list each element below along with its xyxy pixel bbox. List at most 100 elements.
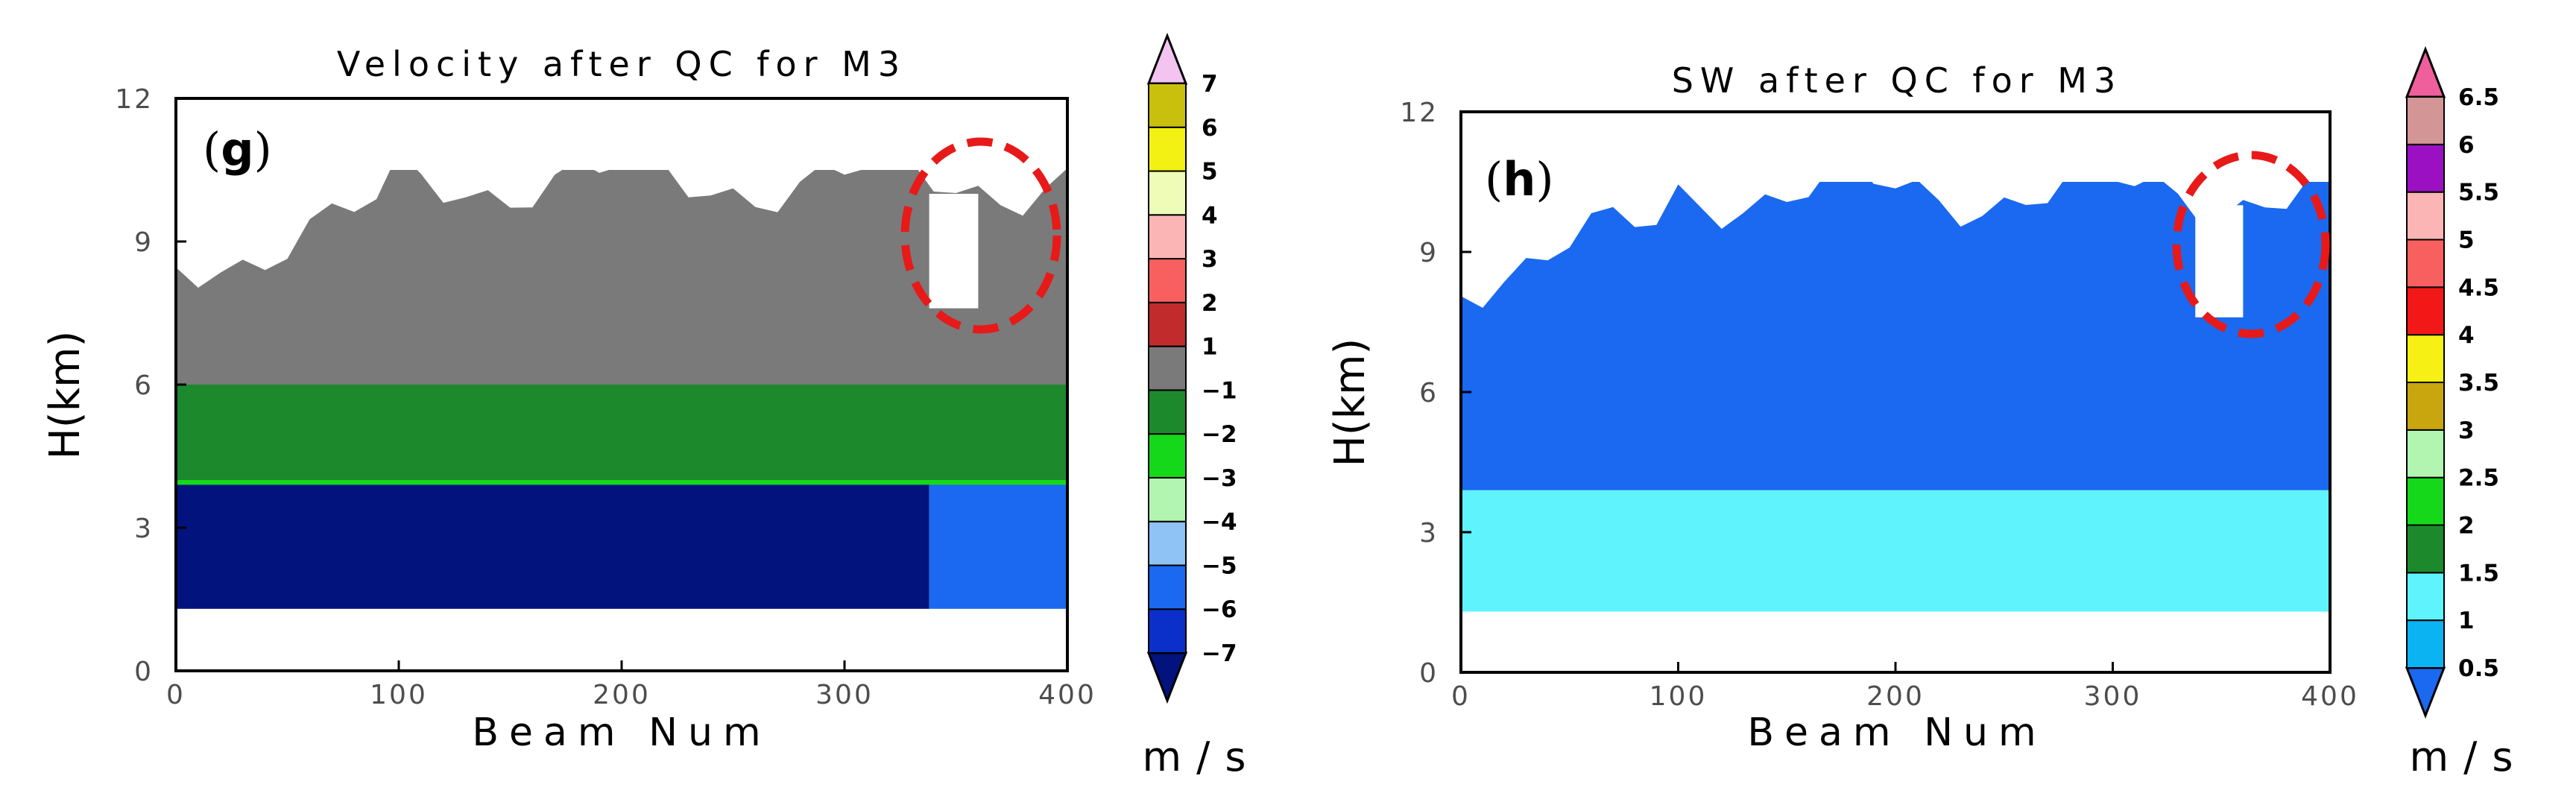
layer-mid-level <box>176 375 1067 480</box>
colorbar-tick-label: −6 <box>1202 596 1237 623</box>
colorbar-swatch <box>1148 476 1187 523</box>
colorbar-swatch <box>2406 476 2445 526</box>
colorbar-swatch <box>1148 433 1187 479</box>
colorbar-tick-label: −3 <box>1202 465 1237 492</box>
colorbar-tick-label: 1 <box>2458 607 2475 634</box>
colorbar-swatch <box>2406 239 2445 288</box>
colorbar-tick-label: 1 <box>1202 334 1218 361</box>
colorbar-tick-label: 7 <box>1202 71 1218 98</box>
colorbar-tick-label: 3.5 <box>2458 370 2499 397</box>
colorbar-swatch <box>2406 619 2445 669</box>
sw-colorbar: 0.5 1 1.5 2 2.5 3 3.5 4 4.5 5 5.5 6 6.5 <box>2405 45 2499 719</box>
sw-title: SW after QC for M3 <box>1672 60 2123 101</box>
layer-low-level-region <box>929 480 1067 609</box>
sw-y-axis-label: H(km) <box>1326 338 1374 467</box>
colorbar-tick-label: 1.5 <box>2458 560 2499 587</box>
y-tick-label: 0 <box>1419 658 1439 689</box>
colorbar-swatch <box>1148 345 1187 391</box>
colorbar-tick-label: 2.5 <box>2458 465 2499 492</box>
colorbar-swatch <box>1148 520 1187 566</box>
velocity-panel: Velocity after QC for M3 (g) 0 100 200 300 4… <box>41 32 1261 780</box>
colorbar-swatch <box>2406 334 2445 383</box>
colorbar-swatch <box>2406 382 2445 431</box>
x-tick-label: 300 <box>2084 681 2142 712</box>
y-tick-label: 12 <box>115 84 154 115</box>
colorbar-low-triangle <box>2405 666 2446 719</box>
colorbar-tick-label: −4 <box>1202 509 1237 536</box>
colorbar-tick-label: 2 <box>1202 290 1218 317</box>
y-tick-label: 3 <box>134 514 154 544</box>
y-tick-label: 0 <box>134 657 154 687</box>
x-tick-label: 0 <box>1451 681 1471 712</box>
velocity-panel-label: (g) <box>203 122 272 177</box>
colorbar-high-triangle <box>2405 45 2446 98</box>
colorbar-swatch <box>1148 301 1187 347</box>
y-tick-label: 9 <box>1419 238 1439 268</box>
x-tick-label: 400 <box>1038 680 1096 710</box>
x-tick-label: 200 <box>593 680 651 710</box>
sw-panel-label: (h) <box>1485 152 1554 206</box>
x-tick-label: 100 <box>1650 681 1708 712</box>
sw-x-axis-label: Beam Num <box>1747 710 2046 755</box>
y-tick-label: 6 <box>134 370 154 401</box>
velocity-plot-area <box>176 98 1067 609</box>
colorbar-swatch <box>1148 83 1187 128</box>
colorbar-tick-label: 4 <box>2458 322 2475 349</box>
colorbar-swatch <box>1148 608 1187 654</box>
colorbar-swatch <box>1148 214 1187 260</box>
colorbar-swatch <box>2406 143 2445 193</box>
colorbar-low-triangle <box>1146 651 1188 704</box>
colorbar-high-triangle <box>1146 32 1188 85</box>
y-tick-label: 3 <box>1419 518 1439 549</box>
colorbar-tick-label: 3 <box>1202 246 1218 273</box>
colorbar-swatch <box>1148 170 1187 216</box>
x-tick-label: 0 <box>166 680 186 710</box>
colorbar-tick-label: 0.5 <box>2458 655 2499 682</box>
colorbar-tick-label: −2 <box>1202 421 1237 448</box>
layer-upper <box>1461 182 2330 490</box>
layer-low-level <box>1461 490 2330 612</box>
velocity-colorbar-units: m/s <box>1143 733 1261 780</box>
x-tick-label: 300 <box>815 680 874 710</box>
colorbar-tick-label: −1 <box>1202 377 1237 404</box>
x-tick-label: 100 <box>370 680 428 710</box>
colorbar-tick-label: 6.5 <box>2458 84 2499 111</box>
x-tick-label: 200 <box>1866 681 1925 712</box>
colorbar-tick-label: 2 <box>2458 513 2475 540</box>
layer-low-level-inbound <box>176 480 929 609</box>
colorbar-tick-label: 5.5 <box>2458 180 2499 206</box>
echo-top-mask <box>176 98 1067 288</box>
colorbar-swatch <box>1148 126 1187 172</box>
velocity-title: Velocity after QC for M3 <box>337 44 906 84</box>
colorbar-tick-label: 6 <box>1202 115 1218 142</box>
colorbar-tick-label: 5 <box>2458 227 2475 254</box>
colorbar-swatch <box>2406 429 2445 479</box>
y-tick-label: 6 <box>1419 378 1439 408</box>
qc-removed-gap <box>929 194 979 309</box>
qc-removed-gap <box>2195 205 2244 318</box>
velocity-x-axis-label: Beam Num <box>472 710 771 755</box>
sw-colorbar-units: m/s <box>2410 733 2528 780</box>
velocity-highlight-ellipse <box>900 137 1061 334</box>
x-tick-label: 400 <box>2301 681 2359 712</box>
colorbar-tick-label: 3 <box>2458 417 2475 444</box>
colorbar-swatch <box>2406 191 2445 241</box>
colorbar-tick-label: 4.5 <box>2458 274 2499 301</box>
y-tick-label: 9 <box>134 227 154 258</box>
sw-highlight-ellipse <box>2172 151 2330 338</box>
colorbar-tick-label: 6 <box>2458 132 2475 159</box>
colorbar-tick-label: 4 <box>1202 202 1218 229</box>
colorbar-swatch <box>2406 96 2445 145</box>
colorbar-tick-label: −7 <box>1202 640 1237 667</box>
colorbar-tick-label: 5 <box>1202 159 1218 186</box>
colorbar-swatch <box>1148 389 1187 435</box>
sw-plot-area <box>1461 112 2330 612</box>
colorbar-swatch <box>2406 286 2445 336</box>
y-tick-label: 12 <box>1400 98 1439 128</box>
colorbar-tick-label: −5 <box>1202 552 1237 579</box>
colorbar-swatch <box>2406 524 2445 574</box>
colorbar-swatch <box>1148 564 1187 610</box>
colorbar-swatch <box>2406 572 2445 622</box>
echo-top-mask <box>1461 112 2330 308</box>
